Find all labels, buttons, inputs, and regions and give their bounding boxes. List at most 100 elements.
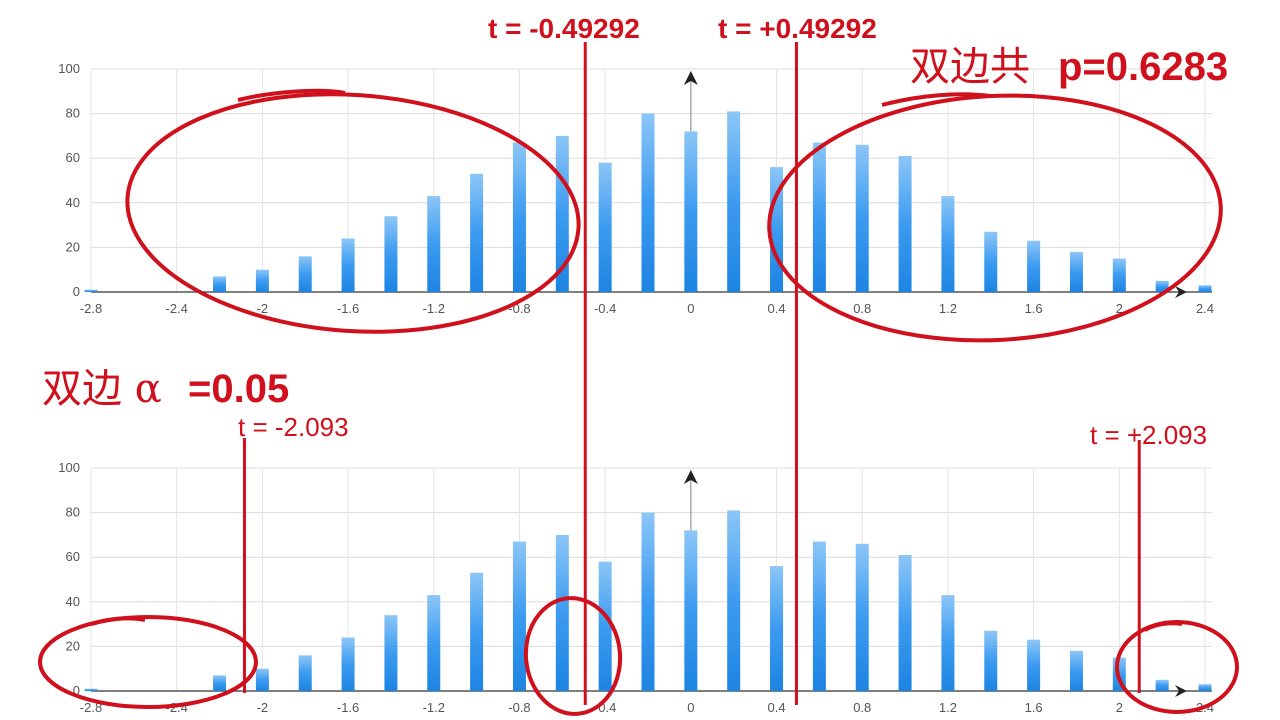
- y-tick-label: 100: [58, 61, 80, 76]
- x-tick-label: 2: [1116, 301, 1123, 316]
- x-tick-label: -1.2: [423, 700, 445, 715]
- histogram-bar: 2: 15: [1112, 258, 1126, 292]
- histogram-bar: -0.8: 67: [512, 142, 526, 292]
- x-tick-label: -1.6: [337, 700, 359, 715]
- histogram-bar: -1.2: 43: [427, 196, 441, 292]
- x-tick-label: -1.2: [423, 301, 445, 316]
- histogram-bar: -2.2: 7: [213, 276, 227, 292]
- histogram-bar: -1.6: 24: [341, 238, 355, 292]
- p-label-value: p=0.6283: [1058, 45, 1228, 89]
- histogram-bar: -1.4: 34: [384, 216, 398, 292]
- x-tick-label: 1.6: [1025, 301, 1043, 316]
- histogram-bar: 0.2: 81: [727, 111, 741, 293]
- histogram-bar: 1.4: 27: [984, 231, 998, 292]
- histogram-bar: 1: 61: [898, 155, 912, 292]
- x-tick-label: -2.4: [165, 301, 187, 316]
- histogram-bar: 0.8: 66: [855, 543, 869, 691]
- ellipse-bottom-left-stroke: [91, 616, 146, 626]
- ellipse-top-right-stroke: [881, 92, 991, 107]
- histogram-bar: 1.2: 43: [941, 595, 955, 691]
- y-tick-label: 100: [58, 460, 80, 475]
- y-tick-label: 80: [66, 505, 80, 520]
- histogram-bar: 0.2: 81: [727, 510, 741, 691]
- histogram-bar: 2.2: 5: [1155, 280, 1169, 292]
- histogram-bar: -1: 53: [470, 572, 484, 691]
- ellipse-bottom-center: [523, 596, 623, 716]
- histogram-bar: -2.8: 1: [84, 688, 98, 691]
- histogram-bar: -2: 10: [255, 668, 269, 691]
- y-tick-label: 80: [66, 106, 80, 121]
- x-tick-label: 0: [687, 700, 694, 715]
- annotations: t = -0.49292 t = +0.49292 双边共 p=0.6283 双…: [42, 13, 1228, 450]
- x-tick-label: -2.8: [80, 301, 102, 316]
- histogram-bar: 1.4: 27: [984, 630, 998, 691]
- y-tick-label: 0: [73, 284, 80, 299]
- x-tick-label: 2.4: [1196, 301, 1214, 316]
- t-reference-lines: [242, 42, 1141, 705]
- t-pos-small-label: t = +0.49292: [718, 13, 877, 44]
- ellipse-bottom-right-tail: [1115, 620, 1239, 714]
- x-tick-label: 0.8: [853, 700, 871, 715]
- x-axis-arrow-icon: [1175, 286, 1187, 298]
- histogram-bar: 2.4: 3: [1198, 285, 1212, 292]
- histogram-bar: 0.6: 67: [812, 142, 826, 292]
- histogram-bar: 0.6: 67: [812, 541, 826, 691]
- histogram-bar: -0.2: 80: [641, 113, 655, 292]
- histogram-bar: -2.2: 7: [213, 675, 227, 691]
- histogram-bar: 1.8: 18: [1069, 650, 1083, 691]
- ellipse-top-right-tail: [767, 93, 1223, 343]
- x-tick-label: -1.6: [337, 301, 359, 316]
- histogram-bar: -1.4: 34: [384, 615, 398, 691]
- t-neg-small-label: t = -0.49292: [488, 13, 640, 44]
- histogram-bar: -1.2: 43: [427, 595, 441, 691]
- histogram-bar: -0.6: 70: [555, 534, 569, 691]
- y-tick-label: 0: [73, 683, 80, 698]
- histogram-bar: 0.4: 56: [770, 566, 784, 691]
- histogram-bar: -1: 53: [470, 173, 484, 292]
- t-neg-crit-label: t = -2.093: [238, 412, 349, 442]
- histogram-bar: 0: 72: [684, 530, 698, 691]
- histogram-bar: 1.6: 23: [1027, 240, 1041, 292]
- y-tick-label: 60: [66, 549, 80, 564]
- histogram-bar: -1.8: 16: [298, 655, 312, 691]
- histogram-bar: 2.4: 3: [1198, 684, 1212, 691]
- x-tick-label: -2: [257, 700, 269, 715]
- y-tick-label: 40: [66, 594, 80, 609]
- y-axis-arrow-icon: [683, 71, 698, 85]
- y-tick-label: 20: [66, 638, 80, 653]
- histogram-bar: -1.6: 24: [341, 637, 355, 691]
- y-axis-arrow-icon: [683, 470, 698, 484]
- x-tick-label: 0.4: [767, 700, 785, 715]
- histogram-bar: -0.2: 80: [641, 512, 655, 691]
- ellipse-top-left-tail: [125, 92, 581, 334]
- x-tick-label: 1.2: [939, 301, 957, 316]
- t-pos-crit-label: t = +2.093: [1090, 420, 1207, 450]
- x-tick-label: 1.6: [1025, 700, 1043, 715]
- highlight-ellipses: [38, 88, 1239, 716]
- y-tick-label: 40: [66, 195, 80, 210]
- y-tick-label: 20: [66, 239, 80, 254]
- histogram-bar: 1.8: 18: [1069, 251, 1083, 292]
- histogram-bar: -2.8: 1: [84, 289, 98, 292]
- histogram-bar: 1.6: 23: [1027, 639, 1041, 691]
- histogram-bar: 1: 61: [898, 554, 912, 691]
- histogram-bar: 2.2: 5: [1155, 679, 1169, 691]
- x-axis-arrow-icon: [1175, 685, 1187, 697]
- alpha-label-cn: 双边 α: [42, 366, 162, 412]
- y-tick-label: 60: [66, 150, 80, 165]
- ellipse-top-left-stroke: [237, 88, 346, 102]
- histogram-bar: -2: 10: [255, 269, 269, 292]
- x-tick-label: -0.8: [508, 700, 530, 715]
- histogram-bar: 0.8: 66: [855, 144, 869, 292]
- x-tick-label: 0.4: [767, 301, 785, 316]
- x-tick-label: 0.8: [853, 301, 871, 316]
- x-tick-label: -0.4: [594, 301, 616, 316]
- histogram-bar: 0: 72: [684, 131, 698, 292]
- histogram-bar: 1.2: 43: [941, 196, 955, 292]
- alpha-label-value: =0.05: [188, 367, 289, 411]
- histogram-bar: -1.8: 16: [298, 256, 312, 292]
- histogram-bar: -0.8: 67: [512, 541, 526, 691]
